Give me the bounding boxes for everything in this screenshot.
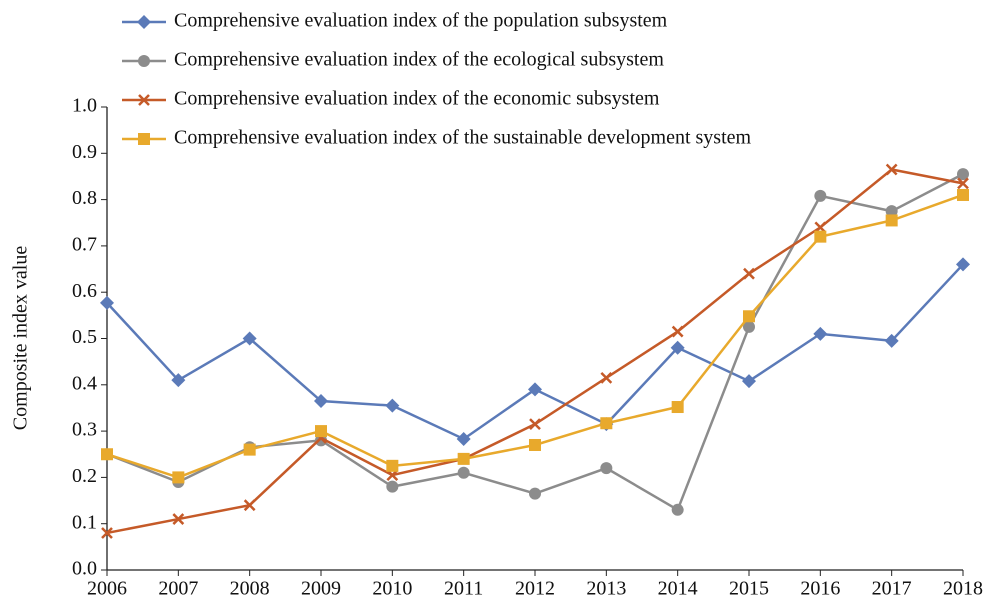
marker bbox=[885, 163, 898, 176]
legend-label: Comprehensive evaluation index of the ec… bbox=[174, 49, 664, 71]
marker bbox=[600, 371, 613, 384]
marker bbox=[385, 398, 400, 413]
x-tick-label: 2006 bbox=[87, 578, 127, 600]
marker bbox=[743, 310, 755, 323]
marker bbox=[457, 466, 470, 479]
marker bbox=[243, 499, 256, 512]
marker bbox=[138, 94, 150, 106]
marker bbox=[814, 230, 827, 243]
x-tick-label: 2010 bbox=[372, 578, 412, 600]
marker bbox=[101, 527, 113, 539]
x-tick-label: 2018 bbox=[943, 578, 983, 600]
marker bbox=[957, 168, 969, 181]
marker bbox=[529, 487, 541, 500]
marker bbox=[743, 320, 755, 333]
marker bbox=[242, 331, 257, 346]
marker bbox=[814, 189, 827, 202]
marker bbox=[172, 471, 185, 484]
y-tick-label: 0.0 bbox=[72, 558, 97, 580]
y-tick-label: 0.3 bbox=[72, 419, 97, 441]
marker bbox=[172, 513, 185, 525]
marker bbox=[386, 480, 399, 493]
marker bbox=[670, 340, 685, 355]
marker bbox=[813, 326, 828, 341]
marker bbox=[885, 214, 898, 227]
legend-label: Comprehensive evaluation index of the po… bbox=[174, 10, 668, 32]
legend-label: Comprehensive evaluation index of the ec… bbox=[174, 88, 660, 110]
marker bbox=[138, 55, 150, 67]
marker bbox=[315, 434, 327, 447]
marker bbox=[528, 382, 542, 397]
y-tick-label: 1.0 bbox=[72, 95, 97, 117]
x-tick-label: 2012 bbox=[515, 578, 555, 600]
marker bbox=[600, 417, 613, 430]
marker bbox=[671, 503, 684, 516]
marker bbox=[529, 418, 541, 431]
x-tick-label: 2009 bbox=[301, 578, 341, 600]
x-tick-label: 2016 bbox=[800, 578, 840, 600]
x-tick-label: 2014 bbox=[658, 578, 698, 600]
marker bbox=[600, 462, 613, 475]
series-line bbox=[106, 173, 964, 512]
x-tick-label: 2013 bbox=[586, 578, 626, 600]
marker bbox=[957, 188, 969, 201]
marker bbox=[456, 431, 471, 446]
y-tick-label: 0.1 bbox=[72, 511, 97, 533]
marker bbox=[101, 448, 113, 461]
x-tick-label: 2015 bbox=[729, 578, 769, 600]
marker bbox=[171, 373, 186, 388]
marker bbox=[742, 374, 756, 389]
y-tick-label: 0.7 bbox=[72, 233, 97, 255]
marker bbox=[386, 459, 399, 472]
y-tick-label: 0.4 bbox=[72, 372, 97, 394]
y-tick-label: 0.8 bbox=[72, 187, 97, 209]
marker bbox=[529, 438, 541, 451]
marker bbox=[100, 295, 114, 310]
x-tick-label: 2007 bbox=[158, 578, 198, 600]
marker bbox=[315, 425, 327, 438]
legend-label: Comprehensive evaluation index of the su… bbox=[174, 127, 752, 149]
marker bbox=[314, 394, 328, 409]
series-line bbox=[106, 168, 964, 535]
marker bbox=[138, 133, 150, 145]
marker bbox=[743, 267, 755, 280]
marker bbox=[457, 452, 470, 465]
marker bbox=[957, 177, 969, 190]
x-tick-label: 2017 bbox=[872, 578, 912, 600]
y-tick-label: 0.5 bbox=[72, 326, 97, 348]
series-line bbox=[106, 263, 964, 441]
y-tick-label: 0.6 bbox=[72, 280, 97, 302]
marker bbox=[137, 15, 151, 29]
y-tick-label: 0.9 bbox=[72, 141, 97, 163]
x-tick-label: 2011 bbox=[444, 578, 483, 600]
y-tick-label: 0.2 bbox=[72, 465, 97, 487]
marker bbox=[884, 333, 899, 348]
marker bbox=[671, 325, 684, 338]
marker bbox=[243, 443, 256, 456]
marker bbox=[671, 401, 684, 414]
y-axis-label: Composite index value bbox=[10, 246, 32, 431]
marker bbox=[885, 205, 898, 218]
marker bbox=[956, 257, 970, 272]
x-tick-label: 2008 bbox=[230, 578, 270, 600]
